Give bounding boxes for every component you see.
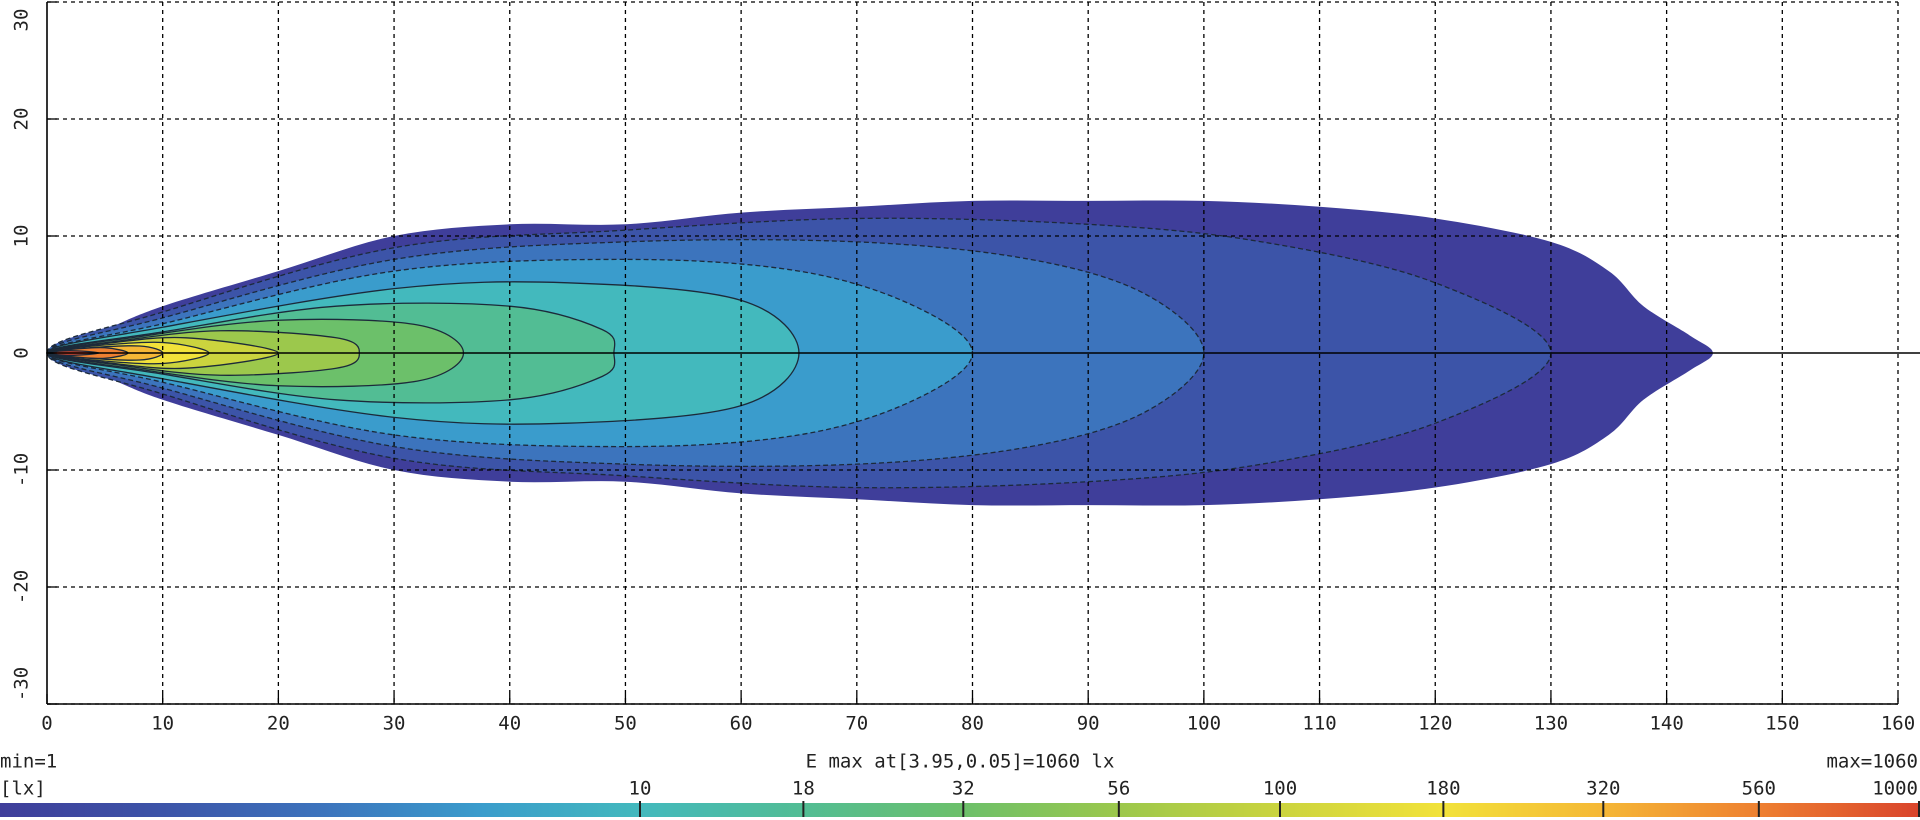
x-tick-label: 140 xyxy=(1649,713,1683,735)
x-tick-label: 90 xyxy=(1077,713,1100,735)
x-tick-label: 30 xyxy=(383,713,406,735)
x-tick-label: 110 xyxy=(1302,713,1336,735)
y-tick-label: 10 xyxy=(11,225,33,248)
colorbar-tick-label: 56 xyxy=(1107,778,1130,800)
colorbar-tick-label: 180 xyxy=(1426,778,1460,800)
x-tick-label: 160 xyxy=(1881,713,1915,735)
colorbar-tick-label: 32 xyxy=(952,778,975,800)
x-tick-label: 60 xyxy=(730,713,753,735)
y-tick-label: -20 xyxy=(11,570,33,604)
x-tick-label: 50 xyxy=(614,713,637,735)
x-tick-label: 150 xyxy=(1765,713,1799,735)
x-tick-label: 20 xyxy=(267,713,290,735)
y-tick-label: 20 xyxy=(11,108,33,131)
y-tick-label: -10 xyxy=(11,453,33,487)
x-tick-label: 10 xyxy=(151,713,174,735)
x-tick-label: 0 xyxy=(41,713,52,735)
colorbar-tick-label: 18 xyxy=(792,778,815,800)
x-tick-label: 40 xyxy=(498,713,521,735)
y-tick-label: 30 xyxy=(11,9,33,32)
colorbar-tick-label: 560 xyxy=(1742,778,1776,800)
x-tick-label: 80 xyxy=(961,713,984,735)
unit-label: [lx] xyxy=(0,778,46,800)
max-label: max=1060 xyxy=(1826,751,1918,773)
colorbar-tick-label: 320 xyxy=(1586,778,1620,800)
colorbar-tick-label: 10 xyxy=(629,778,652,800)
x-tick-label: 120 xyxy=(1418,713,1452,735)
y-tick-label: -30 xyxy=(11,667,33,701)
colorbar-tick-label: 100 xyxy=(1263,778,1297,800)
x-tick-label: 100 xyxy=(1187,713,1221,735)
min-label: min=1 xyxy=(0,751,57,773)
x-tick-label: 70 xyxy=(845,713,868,735)
colorbar-tick-label: 1000 xyxy=(1872,778,1918,800)
colorbar xyxy=(0,803,1920,817)
emax-label: E max at[3.95,0.05]=1060 lx xyxy=(806,751,1115,773)
x-tick-label: 130 xyxy=(1534,713,1568,735)
y-tick-label: 0 xyxy=(11,347,33,358)
